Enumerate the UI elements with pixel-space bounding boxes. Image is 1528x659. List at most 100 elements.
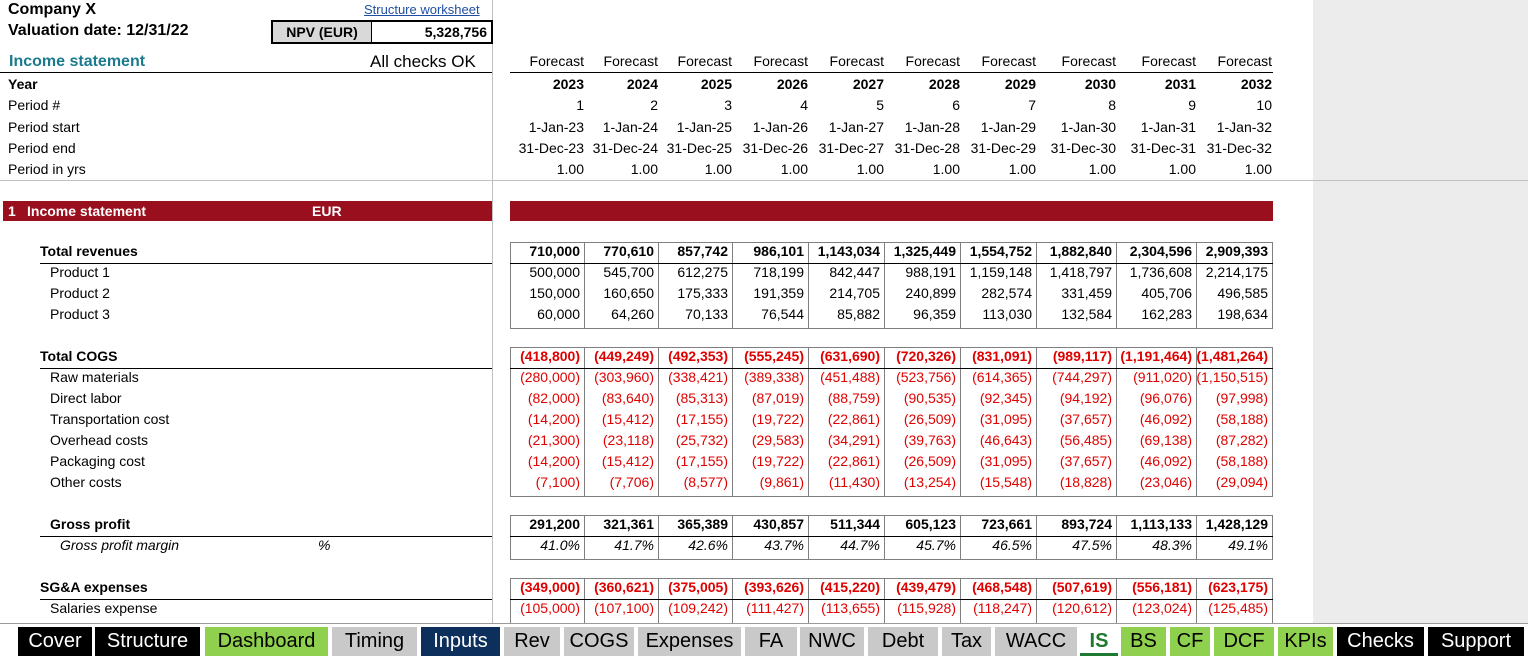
header-rule-left xyxy=(0,72,492,73)
timeline-cell: 1-Jan-25 xyxy=(676,119,732,135)
line-item-cell: 500,000 xyxy=(529,264,580,280)
line-item-cell: (22,861) xyxy=(827,411,880,427)
sheet-tab-debt[interactable]: Debt xyxy=(868,627,938,656)
line-item-cell: (88,759) xyxy=(827,390,880,406)
column-divider xyxy=(492,0,493,623)
sheet-tab-is[interactable]: IS xyxy=(1080,627,1118,656)
forecast-label: Forecast xyxy=(753,53,808,69)
line-item-cell: (26,509) xyxy=(903,411,956,427)
line-item-cell: 70,133 xyxy=(685,306,728,322)
section-number: 1 xyxy=(8,203,16,219)
group-total-rule xyxy=(40,263,492,264)
line-item-cell: (123,024) xyxy=(1132,600,1192,616)
line-item-cell: (8,577) xyxy=(683,474,728,490)
sheet-tab-cogs[interactable]: COGS xyxy=(564,627,634,656)
total-value-cell: (360,621) xyxy=(594,579,654,595)
timeline-row-label: Period start xyxy=(8,119,80,135)
sheet-tab-support[interactable]: Support xyxy=(1428,627,1524,656)
sheet-tab-inputs[interactable]: Inputs xyxy=(421,627,500,656)
section-unit: EUR xyxy=(312,203,342,219)
sheet-tab-kpis[interactable]: KPIs xyxy=(1278,627,1333,656)
line-item-cell: (39,763) xyxy=(903,432,956,448)
total-value-cell: 1,882,840 xyxy=(1049,243,1112,259)
section-header-bar: 1 Income statement EUR xyxy=(3,201,492,221)
group-total-values-rule xyxy=(510,368,1273,369)
sheet-tab-nwc[interactable]: NWC xyxy=(800,627,864,656)
line-item-cell: 282,574 xyxy=(981,285,1032,301)
timeline-cell: 1.00 xyxy=(1244,161,1272,177)
line-item-unit: % xyxy=(318,537,331,553)
timeline-cell: 31-Dec-31 xyxy=(1130,140,1196,156)
sheet-tab-tax[interactable]: Tax xyxy=(942,627,991,656)
forecast-label: Forecast xyxy=(981,53,1036,69)
total-value-cell: 1,325,449 xyxy=(893,243,956,259)
timeline-cell: 1.00 xyxy=(704,161,732,177)
timeline-cell: 1.00 xyxy=(780,161,808,177)
line-item-cell: (125,485) xyxy=(1208,600,1268,616)
line-item-cell: (31,095) xyxy=(979,453,1032,469)
sheet-tab-structure[interactable]: Structure xyxy=(95,627,200,656)
sheet-tab-fa[interactable]: FA xyxy=(745,627,797,656)
line-item-cell: (29,583) xyxy=(751,432,804,448)
total-value-cell: (418,800) xyxy=(520,348,580,364)
line-item-label: Raw materials xyxy=(50,369,139,385)
group-total-label: Total revenues xyxy=(40,243,138,259)
timeline-cell: 9 xyxy=(1188,97,1196,113)
npv-box: NPV (EUR) 5,328,756 xyxy=(271,20,493,44)
total-value-cell: (1,481,264) xyxy=(1196,348,1268,364)
line-item-cell: (56,485) xyxy=(1059,432,1112,448)
line-item-cell: 240,899 xyxy=(905,285,956,301)
section-title: Income statement xyxy=(27,203,147,219)
timeline-cell: 1.00 xyxy=(1168,161,1196,177)
line-item-cell: 113,030 xyxy=(982,306,1032,322)
sheet-tab-checks[interactable]: Checks xyxy=(1337,627,1424,656)
line-item-label: Product 3 xyxy=(50,306,110,322)
line-item-cell: 45.7% xyxy=(916,537,956,553)
line-item-cell: 41.0% xyxy=(540,537,580,553)
line-item-cell: (118,247) xyxy=(973,600,1032,616)
line-item-cell: 612,275 xyxy=(677,264,728,280)
timeline-cell: 4 xyxy=(800,97,808,113)
timeline-cell: 1-Jan-28 xyxy=(904,119,960,135)
timeline-cell: 10 xyxy=(1256,97,1272,113)
sheet-tab-expenses[interactable]: Expenses xyxy=(638,627,741,656)
line-item-cell: (7,706) xyxy=(609,474,654,490)
npv-label: NPV (EUR) xyxy=(273,22,372,42)
sheet-tab-cf[interactable]: CF xyxy=(1170,627,1210,656)
line-item-cell: (19,722) xyxy=(751,411,804,427)
line-item-cell: (113,655) xyxy=(821,600,880,616)
company-name: Company X xyxy=(8,1,97,18)
line-item-cell: (34,291) xyxy=(827,432,880,448)
sheet-tab-timing[interactable]: Timing xyxy=(332,627,417,656)
line-item-cell: 49.1% xyxy=(1228,537,1268,553)
line-item-cell: (338,421) xyxy=(668,369,728,385)
line-item-cell: (303,960) xyxy=(594,369,654,385)
line-item-cell: (451,488) xyxy=(820,369,880,385)
total-value-cell: (720,326) xyxy=(896,348,956,364)
line-item-cell: (107,100) xyxy=(594,600,654,616)
total-value-cell: (631,690) xyxy=(820,348,880,364)
total-value-cell: (507,619) xyxy=(1052,579,1112,595)
line-item-cell: (17,155) xyxy=(675,453,728,469)
total-value-cell: 365,389 xyxy=(677,516,728,532)
total-value-cell: 893,724 xyxy=(1061,516,1112,532)
line-item-cell: 842,447 xyxy=(829,264,880,280)
line-item-cell: 76,544 xyxy=(761,306,804,322)
line-item-cell: (18,828) xyxy=(1059,474,1112,490)
header-rule-right xyxy=(510,72,1273,73)
timeline-cell: 1-Jan-26 xyxy=(752,119,808,135)
sheet-tab-bs[interactable]: BS xyxy=(1121,627,1166,656)
sheet-tab-dcf[interactable]: DCF xyxy=(1214,627,1274,656)
timeline-cell: 31-Dec-32 xyxy=(1206,140,1272,156)
sheet-tab-dashboard[interactable]: Dashboard xyxy=(205,627,328,656)
forecast-label: Forecast xyxy=(1061,53,1116,69)
timeline-row-label: Period in yrs xyxy=(8,161,86,177)
timeline-cell: 31-Dec-29 xyxy=(970,140,1036,156)
sheet-tab-cover[interactable]: Cover xyxy=(18,627,92,656)
timeline-cell: 31-Dec-23 xyxy=(518,140,584,156)
structure-worksheet-link[interactable]: Structure worksheet xyxy=(364,2,480,17)
sheet-tab-rev[interactable]: Rev xyxy=(504,627,560,656)
sheet-tab-wacc[interactable]: WACC xyxy=(995,627,1077,656)
line-item-cell: 198,634 xyxy=(1217,306,1268,322)
line-item-cell: (21,300) xyxy=(527,432,580,448)
